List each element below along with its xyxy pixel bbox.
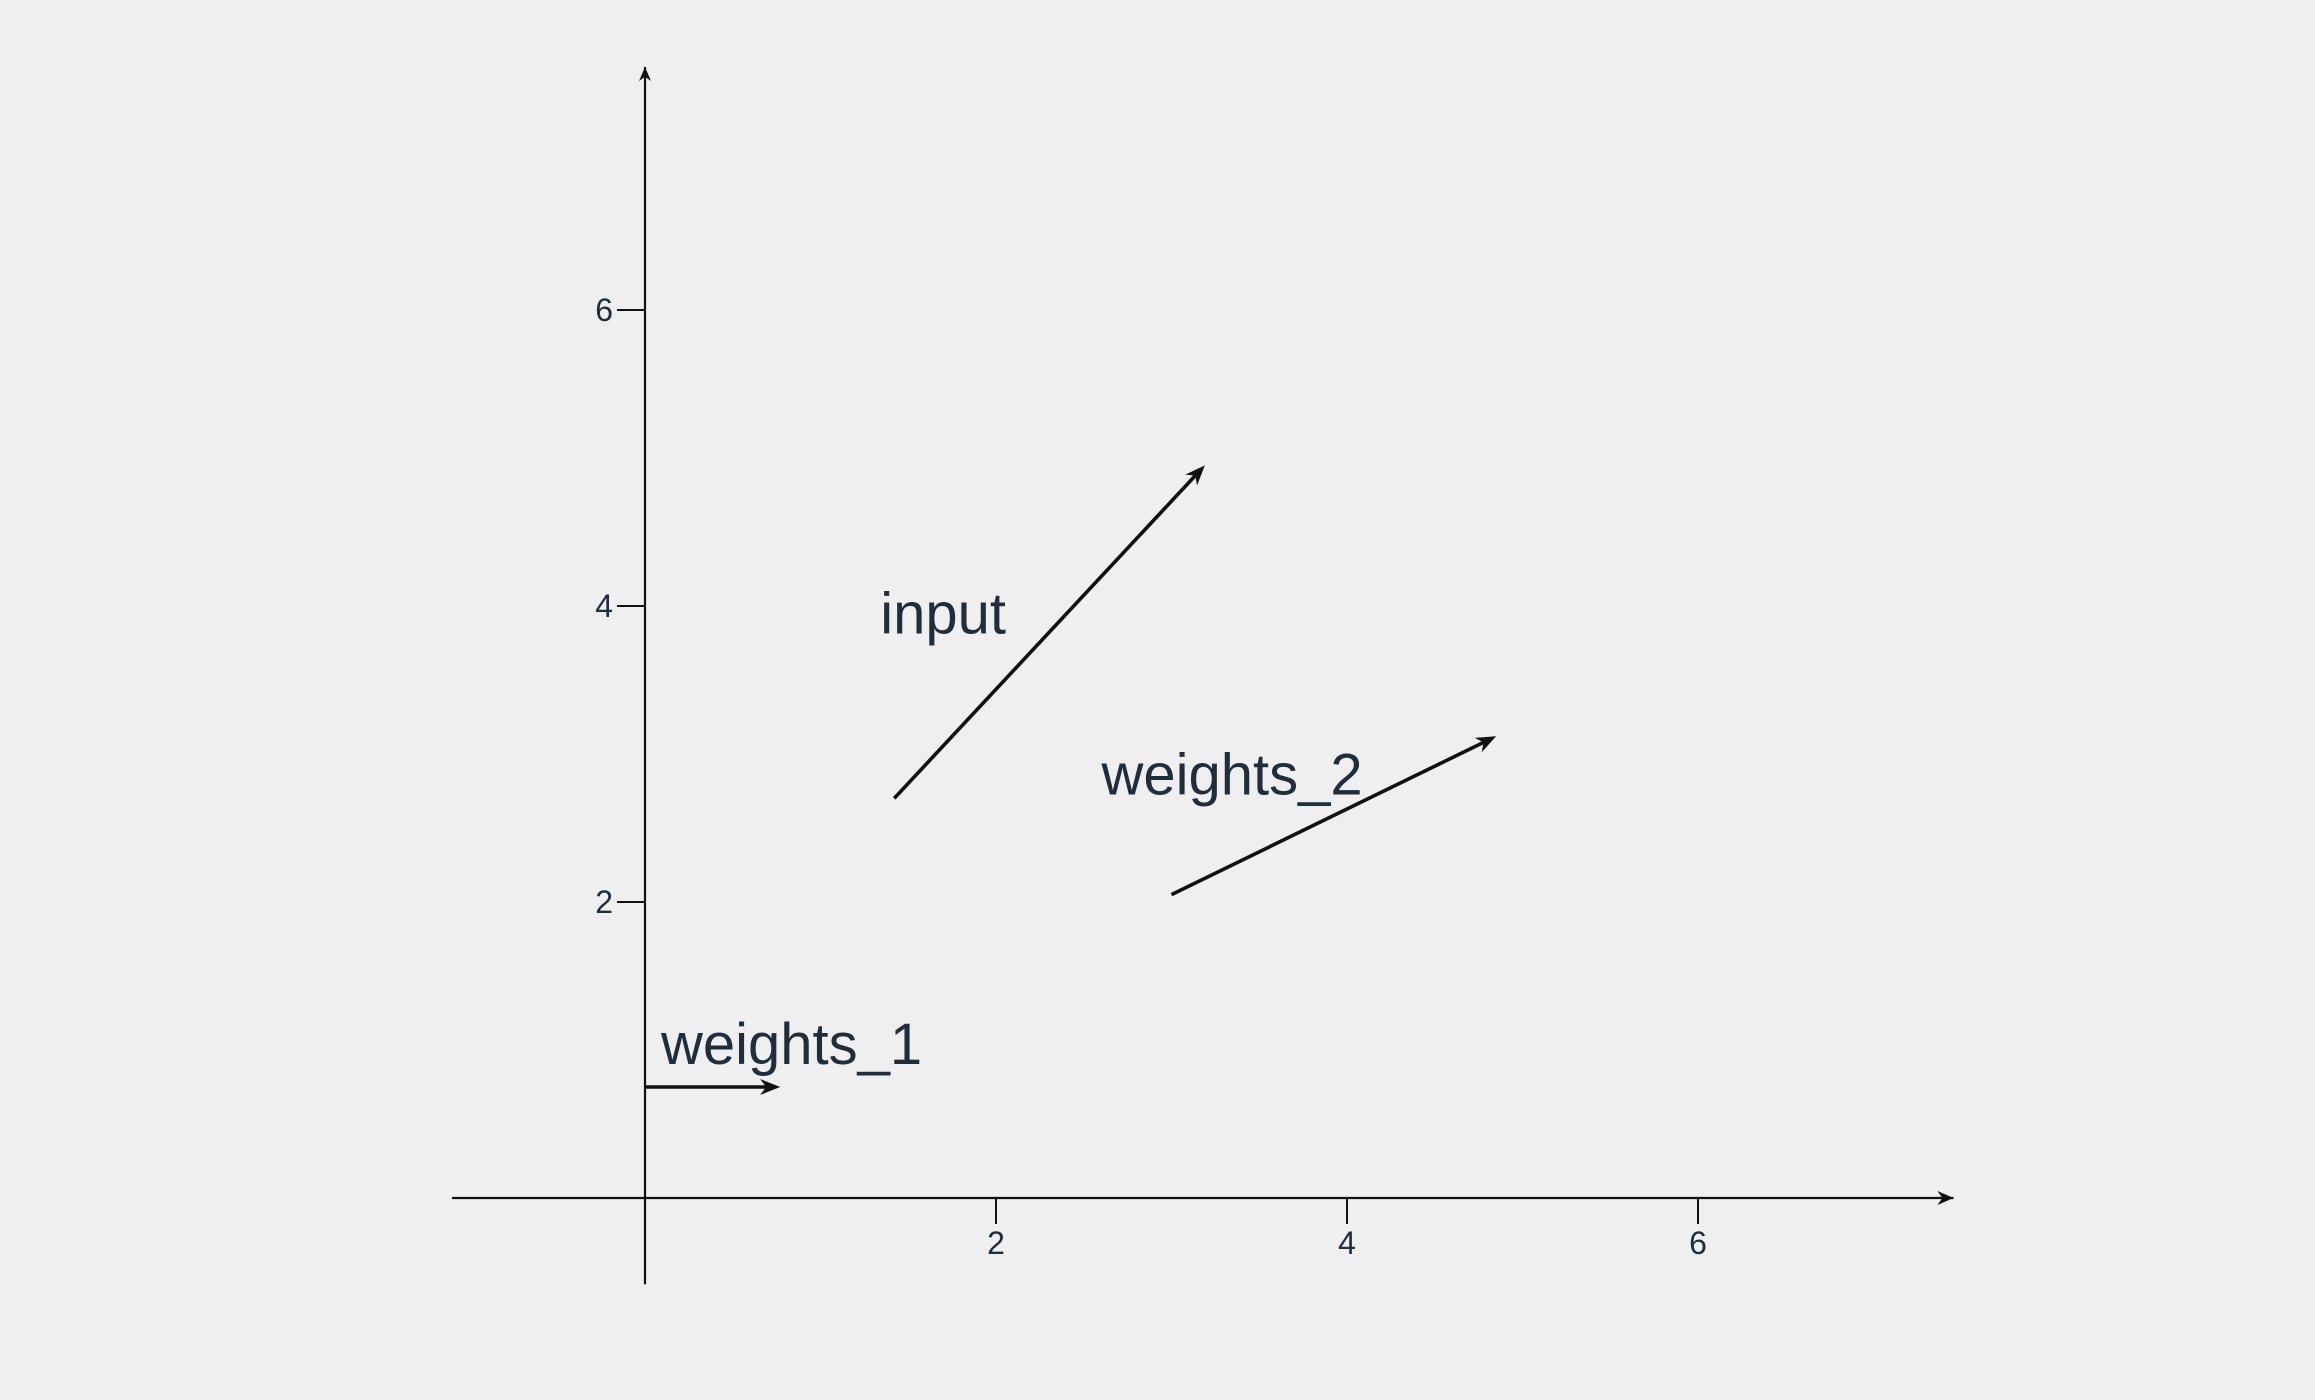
vector-weights_2 [1170,740,1485,897]
vector-label-weights_1: weights_1 [660,1012,922,1077]
vector-label-weights_2: weights_2 [1101,743,1363,808]
vector-label-input: input [880,581,1006,646]
y-tick-label-2: 2 [595,884,613,920]
vector-input [892,474,1197,800]
ticks: 2 4 6 2 4 6 [595,292,1707,1261]
axes [451,67,1954,1285]
y-tick-label-4: 4 [595,588,613,624]
vector-weights_1-arrowhead [760,1079,781,1095]
x-axis-arrowhead [1937,1191,1954,1205]
x-tick-label-6: 6 [1689,1225,1707,1261]
x-tick-label-4: 4 [1338,1225,1356,1261]
vector-labels: input weights_2 weights_1 [660,581,1363,1077]
x-tick-label-2: 2 [987,1225,1005,1261]
vector-weights_2-arrowhead [1474,736,1497,753]
y-axis-arrowhead [639,67,651,81]
y-tick-label-6: 6 [595,292,613,328]
vector-input-arrowhead [1185,465,1205,486]
vectors [645,465,1497,1095]
